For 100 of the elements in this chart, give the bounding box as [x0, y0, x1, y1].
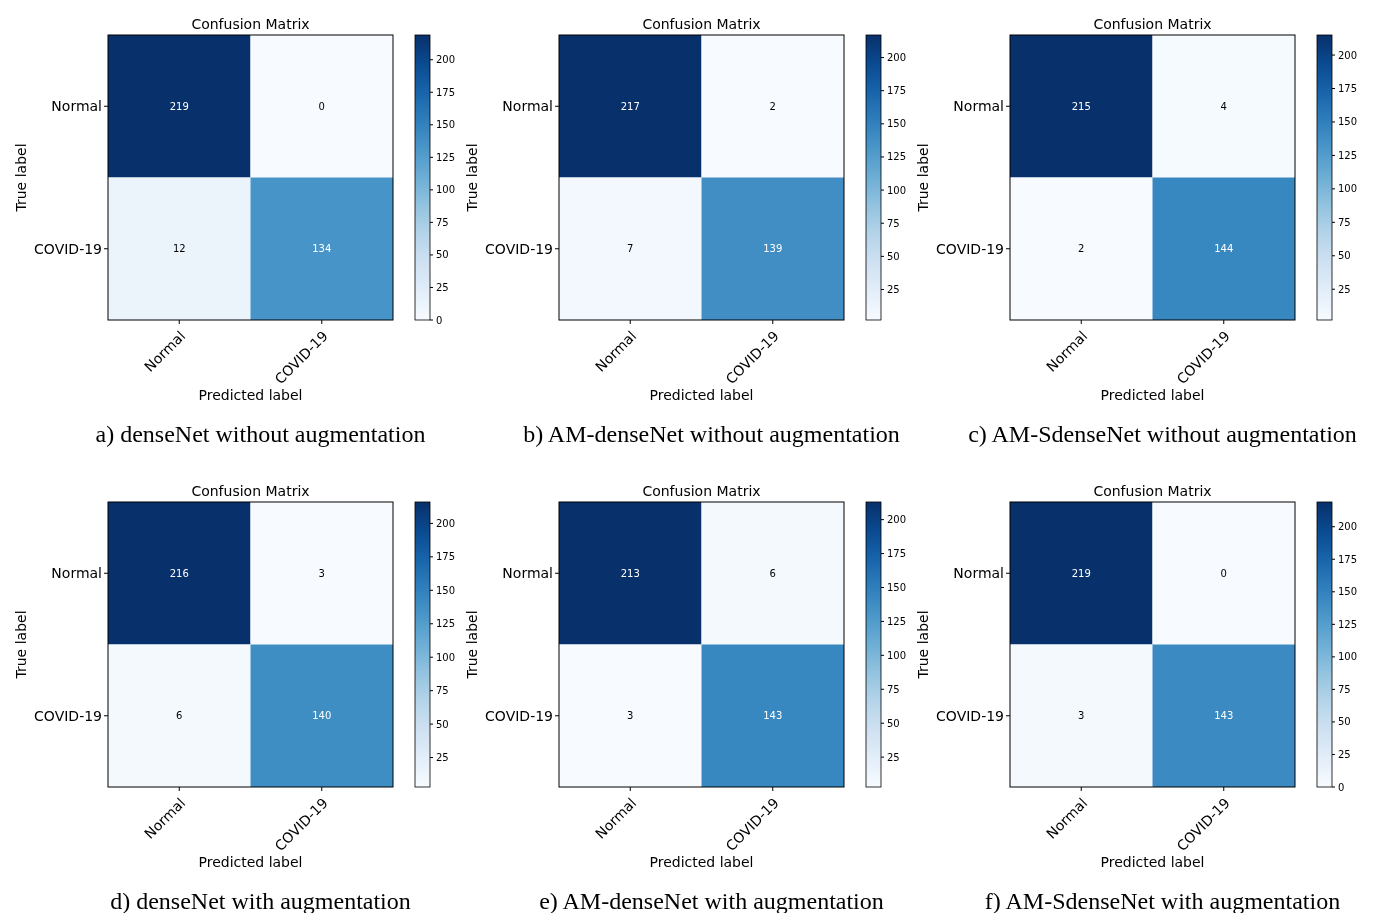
- data-label: 143: [763, 710, 783, 722]
- x-axis-title: Predicted label: [1100, 387, 1205, 403]
- color-bar-label: 100: [1338, 183, 1358, 195]
- color-bar-label: 25: [887, 751, 900, 763]
- color-bar-label: 175: [887, 85, 907, 97]
- y-axis-title: True label: [13, 610, 29, 680]
- data-label: 0: [1220, 567, 1227, 579]
- color-bar-label: 125: [1338, 149, 1358, 161]
- data-label: 3: [1078, 710, 1085, 722]
- color-bar-label: 50: [887, 717, 900, 729]
- data-label: 6: [769, 567, 776, 579]
- color-bar-label: 150: [887, 582, 907, 593]
- color-bar-label: 75: [887, 683, 900, 695]
- y-tick-label: Normal: [51, 565, 102, 582]
- color-bar-label: 125: [887, 615, 907, 627]
- color-bar-label: 200: [1338, 521, 1358, 533]
- data-label: 219: [1071, 567, 1091, 579]
- color-bar-label: 75: [436, 685, 449, 697]
- color-bar-label: 100: [436, 651, 456, 663]
- color-bar-label: 200: [436, 54, 456, 66]
- data-label: 12: [172, 243, 186, 255]
- color-bar-label: 175: [436, 86, 456, 98]
- x-axis-title: Predicted label: [1100, 854, 1205, 870]
- y-axis-title: True label: [464, 610, 480, 680]
- color-bar-label: 175: [436, 551, 456, 563]
- y-tick-label: Normal: [502, 98, 553, 115]
- text: c) AM-SdenseNet without augmentation: [968, 421, 1357, 447]
- y-tick-label: Normal: [502, 565, 553, 582]
- color-bar-label: 25: [1338, 748, 1351, 760]
- x-axis-title: Predicted label: [198, 854, 303, 870]
- color-bar-label: 200: [436, 517, 456, 529]
- data-label: 144: [1214, 243, 1234, 255]
- y-tick-label: COVID-19: [936, 707, 1004, 724]
- color-bar-label: 100: [436, 184, 456, 196]
- color-bar-label: 75: [436, 216, 449, 228]
- color-bar-label: 125: [436, 151, 456, 163]
- color-bar-label: 25: [887, 284, 900, 296]
- chart-title: Confusion Matrix: [191, 483, 310, 499]
- color-bar-label: 150: [436, 119, 456, 131]
- color-bar-label: 150: [436, 584, 456, 596]
- data-label: 0: [318, 100, 325, 112]
- data-label: 2: [1078, 243, 1085, 255]
- color-bar-label: 0: [436, 314, 443, 326]
- x-axis-title: Predicted label: [649, 854, 754, 870]
- text: b) AM-denseNet without augmentation: [523, 421, 900, 447]
- chart-title: Confusion Matrix: [191, 16, 310, 32]
- y-tick-label: COVID-19: [485, 707, 553, 724]
- data-label: 6: [176, 710, 183, 722]
- color-bar-label: 200: [887, 514, 907, 526]
- color-bar-label: 175: [1338, 553, 1358, 565]
- data-label: 3: [318, 567, 325, 579]
- data-label: 139: [763, 243, 783, 255]
- color-bar-label: 125: [436, 618, 456, 630]
- y-tick-label: COVID-19: [34, 707, 102, 724]
- color-bar-label: 100: [887, 649, 907, 661]
- color-bar-label: 150: [887, 118, 907, 130]
- color-bar-label: 175: [887, 548, 907, 560]
- color-bar-label: 75: [1338, 683, 1351, 695]
- color-bar-label: 25: [1338, 283, 1351, 295]
- y-axis-title: True label: [13, 143, 29, 213]
- data-label: 134: [312, 243, 332, 255]
- y-tick-label: COVID-19: [34, 240, 102, 257]
- color-bar-label: 0: [1338, 781, 1345, 793]
- color-bar-label: 200: [887, 52, 907, 64]
- data-label: 143: [1214, 710, 1234, 722]
- data-label: 4: [1220, 100, 1227, 112]
- color-bar-label: 175: [1338, 83, 1358, 95]
- color-bar-label: 125: [1338, 618, 1358, 630]
- color-bar-label: 75: [887, 217, 900, 229]
- data-label: 3: [627, 710, 634, 722]
- chart-title: Confusion Matrix: [642, 16, 761, 32]
- data-label: 213: [620, 567, 640, 579]
- y-axis-title: True label: [915, 143, 931, 213]
- y-tick-label: COVID-19: [485, 240, 553, 257]
- color-bar-label: 50: [436, 249, 449, 261]
- y-tick-label: Normal: [953, 565, 1004, 582]
- chart-title: Confusion Matrix: [642, 483, 761, 499]
- data-label: 216: [169, 567, 189, 579]
- color-bar-label: 50: [1338, 250, 1351, 262]
- y-axis-title: True label: [464, 143, 480, 213]
- color-bar-label: 25: [436, 281, 449, 293]
- color-bar-label: 150: [1338, 586, 1358, 598]
- color-bar-label: 50: [887, 250, 900, 262]
- color-bar-label: 100: [1338, 651, 1358, 663]
- color-bar-label: 50: [1338, 716, 1351, 728]
- data-label: 217: [620, 100, 640, 112]
- color-bar-label: 75: [1338, 216, 1351, 228]
- y-axis-title: True label: [915, 610, 931, 680]
- data-label: 7: [627, 243, 634, 255]
- data-label: 219: [169, 100, 189, 112]
- color-bar-label: 100: [887, 184, 907, 196]
- color-bar-label: 50: [436, 718, 449, 730]
- data-label: 140: [312, 710, 332, 722]
- y-tick-label: Normal: [51, 98, 102, 115]
- y-tick-label: COVID-19: [936, 240, 1004, 257]
- color-bar-label: 150: [1338, 116, 1358, 128]
- x-axis-title: Predicted label: [198, 387, 303, 403]
- color-bar-label: 125: [887, 151, 907, 163]
- x-axis-title: Predicted label: [649, 387, 754, 403]
- y-tick-label: Normal: [953, 98, 1004, 115]
